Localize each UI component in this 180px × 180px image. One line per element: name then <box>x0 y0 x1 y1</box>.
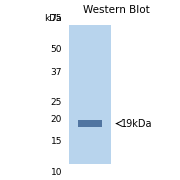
Text: 20: 20 <box>51 115 62 124</box>
Text: 10: 10 <box>51 168 62 177</box>
Text: 50: 50 <box>51 45 62 54</box>
Text: kDa: kDa <box>44 14 62 23</box>
Text: 15: 15 <box>51 137 62 146</box>
Text: 25: 25 <box>51 98 62 107</box>
Text: 37: 37 <box>51 68 62 77</box>
Bar <box>69 25 111 164</box>
Bar <box>78 120 102 127</box>
Text: Western Blot: Western Blot <box>83 4 150 15</box>
Text: 19kDa: 19kDa <box>121 119 153 129</box>
Text: 75: 75 <box>51 14 62 23</box>
